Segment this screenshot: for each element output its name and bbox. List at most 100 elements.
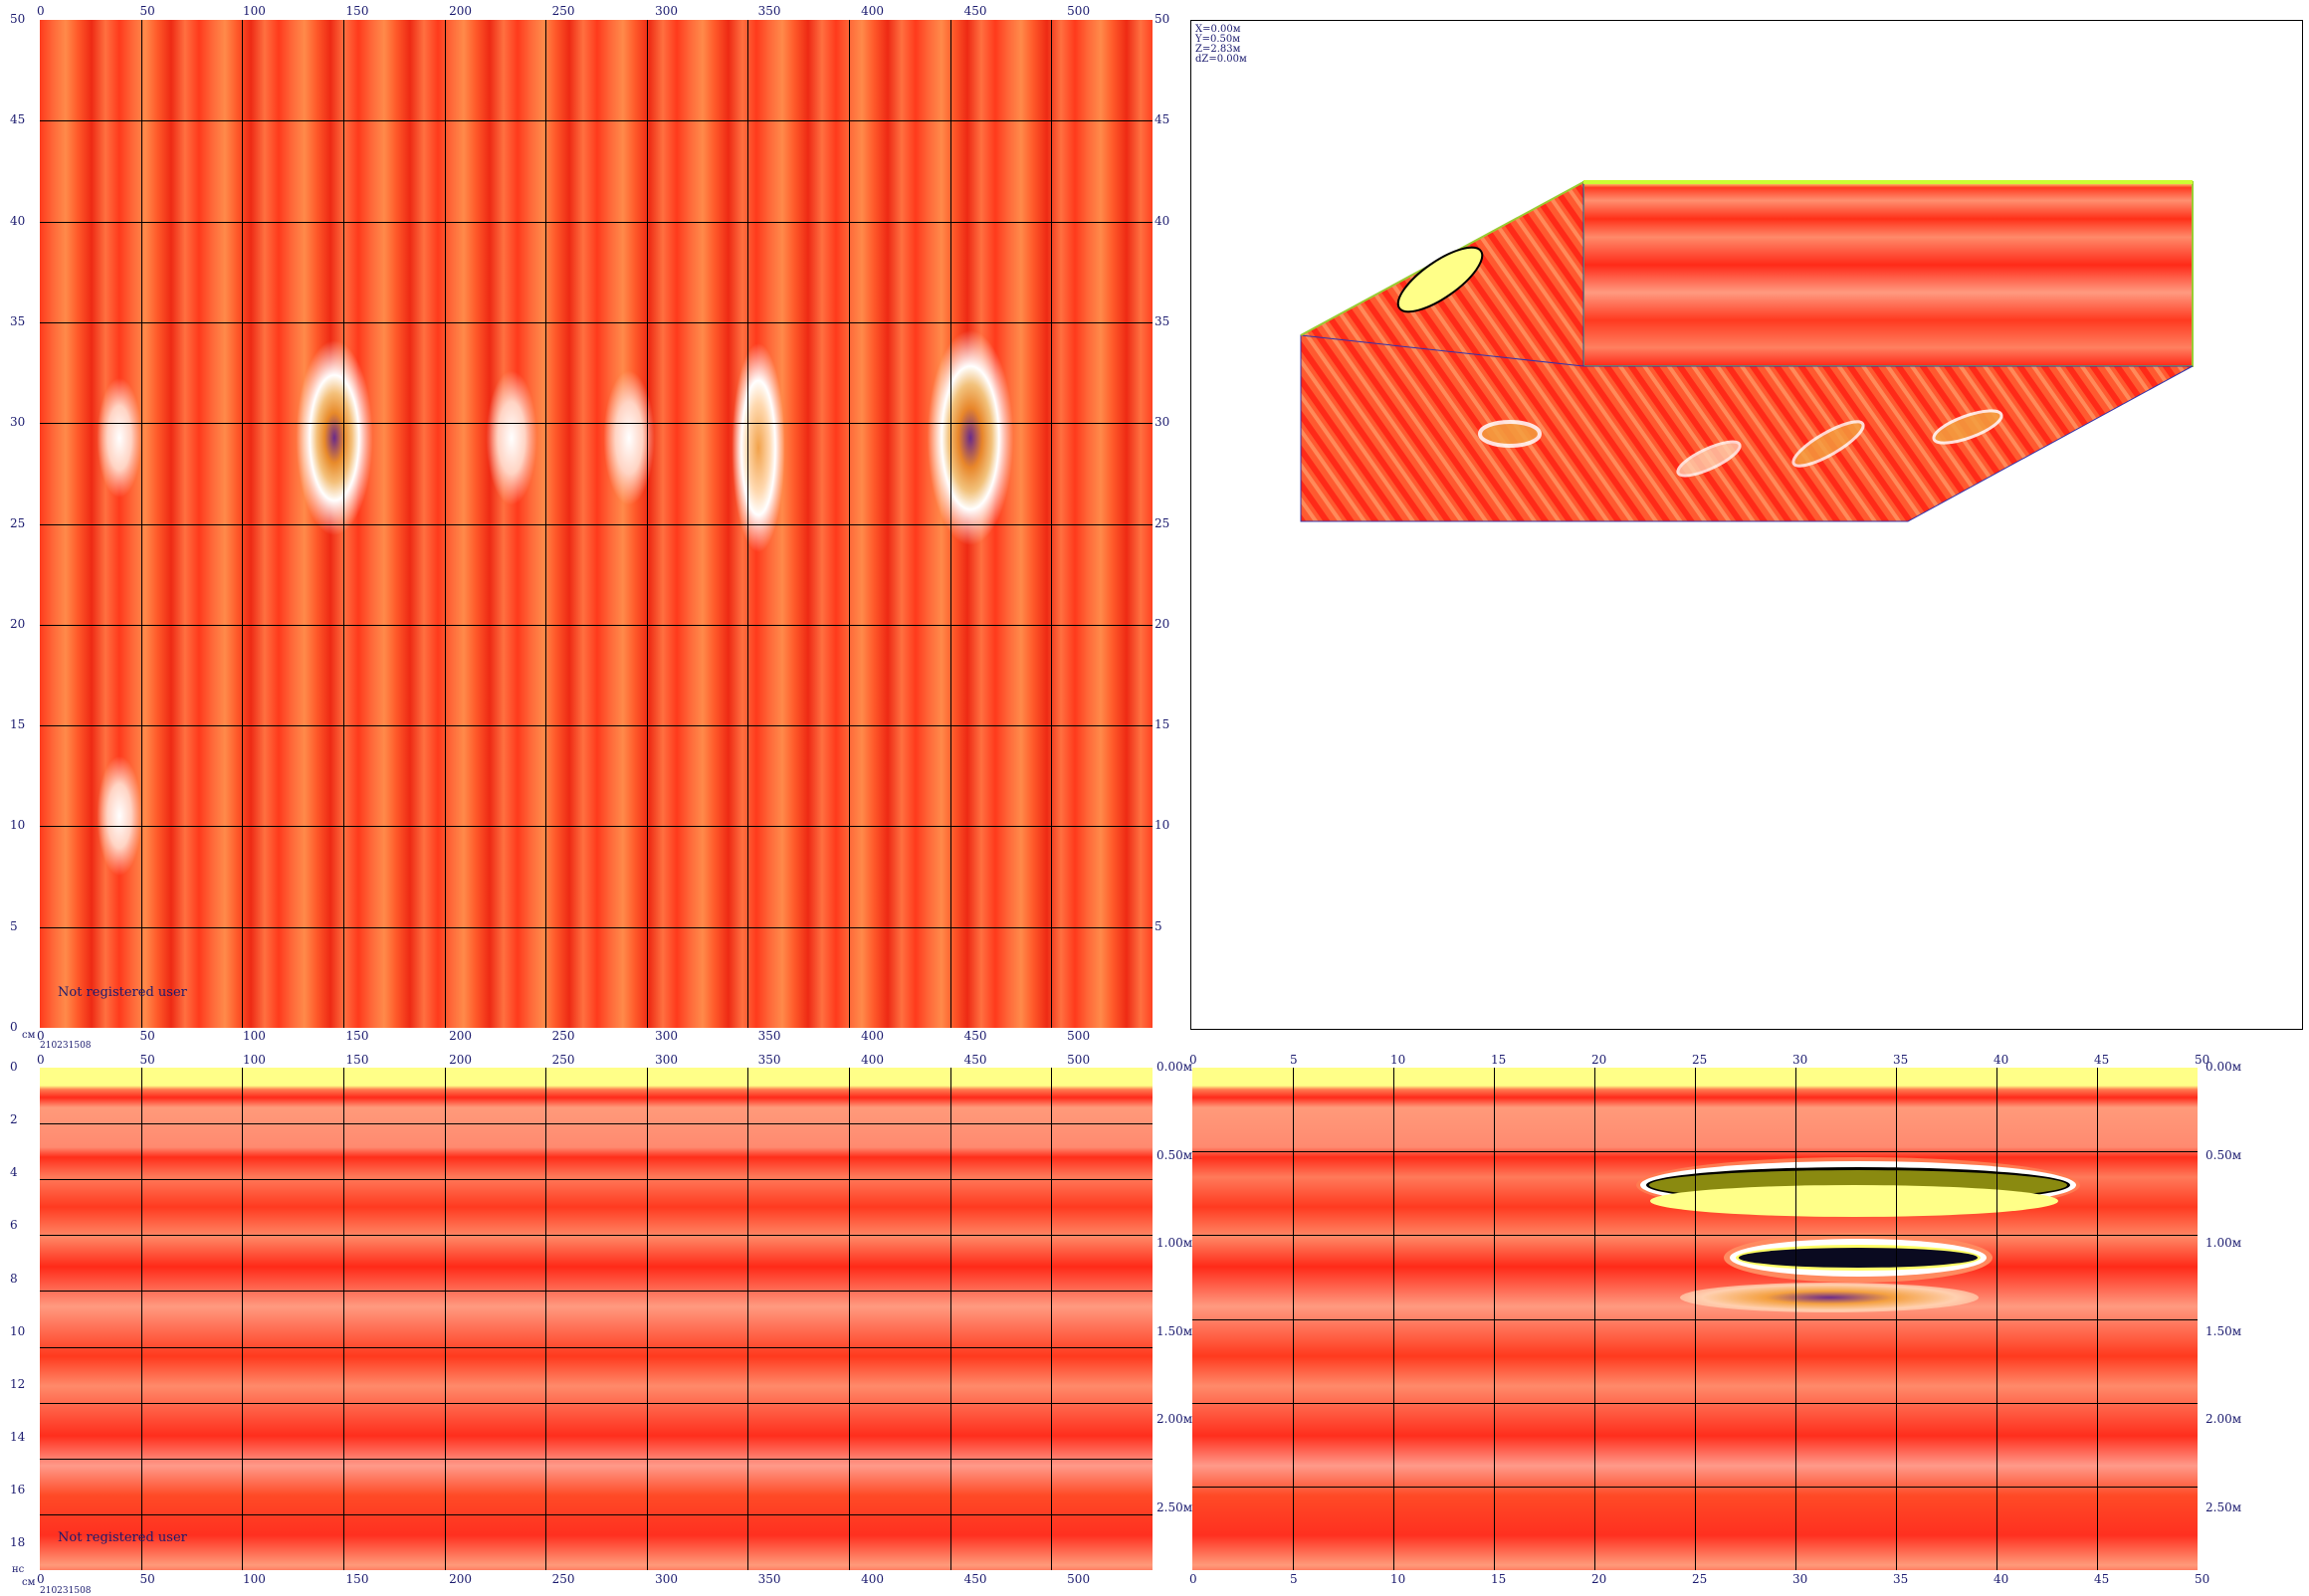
axis-tick-label: 500 xyxy=(1067,1029,1091,1043)
anomaly-mid xyxy=(1650,1185,2058,1217)
file-id-top-left: 210231508 xyxy=(40,1041,92,1051)
axis-tick-label: 25 xyxy=(10,515,26,530)
axis-tick-label: 35 xyxy=(10,313,26,328)
axis-tick-label: 2.00м xyxy=(1156,1412,1193,1427)
axis-tick-label: 30 xyxy=(1792,1572,1808,1586)
grid-line-h xyxy=(40,322,1153,323)
axis-tick-label: 5 xyxy=(10,918,18,933)
axis-tick-label: 10 xyxy=(1390,1572,1406,1586)
grid-line-v xyxy=(445,1068,446,1570)
axis-tick-label: 2.50м xyxy=(1156,1499,1193,1514)
axis-tick-label: 45 xyxy=(10,112,26,127)
axis-tick-label: 350 xyxy=(757,4,781,18)
coord-x: X=0.00м xyxy=(1195,24,1241,35)
axis-tick-label: 0 xyxy=(37,1029,45,1043)
axis-tick-label: 30 xyxy=(10,415,26,430)
axis-tick-label: 2 xyxy=(10,1112,18,1127)
coord-z: Z=2.83м xyxy=(1195,44,1241,55)
axis-tick-label: 40 xyxy=(1154,213,1170,228)
axis-tick-label: 300 xyxy=(655,4,679,18)
grid-line-v xyxy=(445,20,446,1028)
axis-tick-label: 500 xyxy=(1067,1572,1091,1586)
axis-tick-label: 6 xyxy=(10,1218,18,1233)
axis-tick-label: 1.00м xyxy=(1156,1236,1193,1251)
axis-tick-label: 45 xyxy=(2094,1572,2110,1586)
axis-tick-label: 200 xyxy=(449,1053,472,1067)
axis-tick-label: 100 xyxy=(243,1572,266,1586)
grid-line-v xyxy=(1695,1068,1696,1570)
axis-tick-label: 50 xyxy=(139,1053,155,1067)
axis-tick-label: 35 xyxy=(1893,1572,1909,1586)
axis-tick-label: 50 xyxy=(1154,12,1170,26)
grid-line-v xyxy=(1051,1068,1052,1570)
grid-line-v xyxy=(242,1068,243,1570)
grid-line-v xyxy=(343,1068,344,1570)
axis-tick-label: 50 xyxy=(2195,1572,2210,1586)
axis-tick-label: 4 xyxy=(10,1165,18,1180)
axis-tick-label: 200 xyxy=(449,1572,472,1586)
axis-tick-label: 400 xyxy=(861,1572,885,1586)
axis-tick-label: 25 xyxy=(1692,1053,1708,1067)
3d-view-panel[interactable]: X=0.00м Y=0.50м Z=2.83м dZ=0.00м xyxy=(1190,20,2303,1030)
grid-line-h xyxy=(1192,1151,2198,1152)
grid-line-v xyxy=(343,20,344,1028)
axis-tick-label: 20 xyxy=(1591,1053,1607,1067)
axis-tick-label: 150 xyxy=(345,4,369,18)
axis-tick-label: 350 xyxy=(757,1572,781,1586)
axis-tick-label: 0 xyxy=(1189,1572,1197,1586)
anomaly-lower xyxy=(1736,1245,1981,1271)
grid-line-v xyxy=(141,1068,142,1570)
axis-tick-label: 30 xyxy=(1792,1053,1808,1067)
axis-tick-label: 2.00м xyxy=(2205,1412,2242,1427)
3d-cube-render[interactable] xyxy=(1191,21,2302,1029)
grid-line-h xyxy=(40,826,1153,827)
coordinate-readout: X=0.00м Y=0.50м Z=2.83м dZ=0.00м xyxy=(1195,25,1247,65)
axis-tick-label: 450 xyxy=(963,4,987,18)
axis-tick-label: 0 xyxy=(10,1020,18,1034)
axis-tick-label: 1.00м xyxy=(2205,1236,2242,1251)
grid-line-v xyxy=(1051,20,1052,1028)
grid-line-h xyxy=(40,222,1153,223)
axis-tick-label: 12 xyxy=(10,1376,26,1391)
axis-tick-label: 400 xyxy=(861,4,885,18)
cross-section-grid xyxy=(1192,1068,2198,1570)
axis-tick-label: 18 xyxy=(10,1535,26,1550)
axis-tick-label: 150 xyxy=(345,1029,369,1043)
grid-line-v xyxy=(647,1068,648,1570)
grid-line-h xyxy=(1192,1319,2198,1320)
axis-tick-label: 0.00м xyxy=(2205,1060,2242,1074)
unit-label-top-left: см xyxy=(22,1030,36,1041)
axis-tick-label: 0 xyxy=(37,1053,45,1067)
axis-tick-label: 0.50м xyxy=(1156,1147,1193,1162)
axis-tick-label: 0 xyxy=(10,1060,18,1074)
axis-tick-label: 35 xyxy=(1154,313,1170,328)
file-id-bottom-left: 210231508 xyxy=(40,1586,92,1596)
unit-label-bottom-left: нс xyxy=(12,1564,25,1575)
axis-tick-label: 15 xyxy=(10,717,26,732)
axis-tick-label: 5 xyxy=(1154,918,1162,933)
axis-tick-label: 350 xyxy=(757,1029,781,1043)
axis-tick-label: 15 xyxy=(1491,1053,1507,1067)
axis-tick-label: 250 xyxy=(551,1053,575,1067)
axis-tick-label: 45 xyxy=(1154,112,1170,127)
grid-line-h xyxy=(1192,1403,2198,1404)
axis-tick-label: 50 xyxy=(2195,1053,2210,1067)
grid-line-h xyxy=(40,1403,1153,1404)
axis-tick-label: 50 xyxy=(139,1029,155,1043)
profile-radargram[interactable] xyxy=(40,1068,1153,1570)
grid-line-v xyxy=(1494,1068,1495,1570)
grid-line-v xyxy=(141,20,142,1028)
axis-tick-label: 100 xyxy=(243,1029,266,1043)
grid-line-h xyxy=(40,625,1153,626)
axis-tick-label: 20 xyxy=(10,616,26,631)
grid-line-v xyxy=(1293,1068,1294,1570)
grid-line-v xyxy=(545,20,546,1028)
axis-tick-label: 100 xyxy=(243,4,266,18)
axis-tick-label: 14 xyxy=(10,1430,26,1445)
axis-tick-label: 2.50м xyxy=(2205,1499,2242,1514)
plan-view-radargram[interactable] xyxy=(40,20,1153,1028)
coord-dz: dZ=0.00м xyxy=(1195,54,1247,65)
grid-line-v xyxy=(242,20,243,1028)
grid-line-v xyxy=(2097,1068,2098,1570)
axis-tick-label: 100 xyxy=(243,1053,266,1067)
